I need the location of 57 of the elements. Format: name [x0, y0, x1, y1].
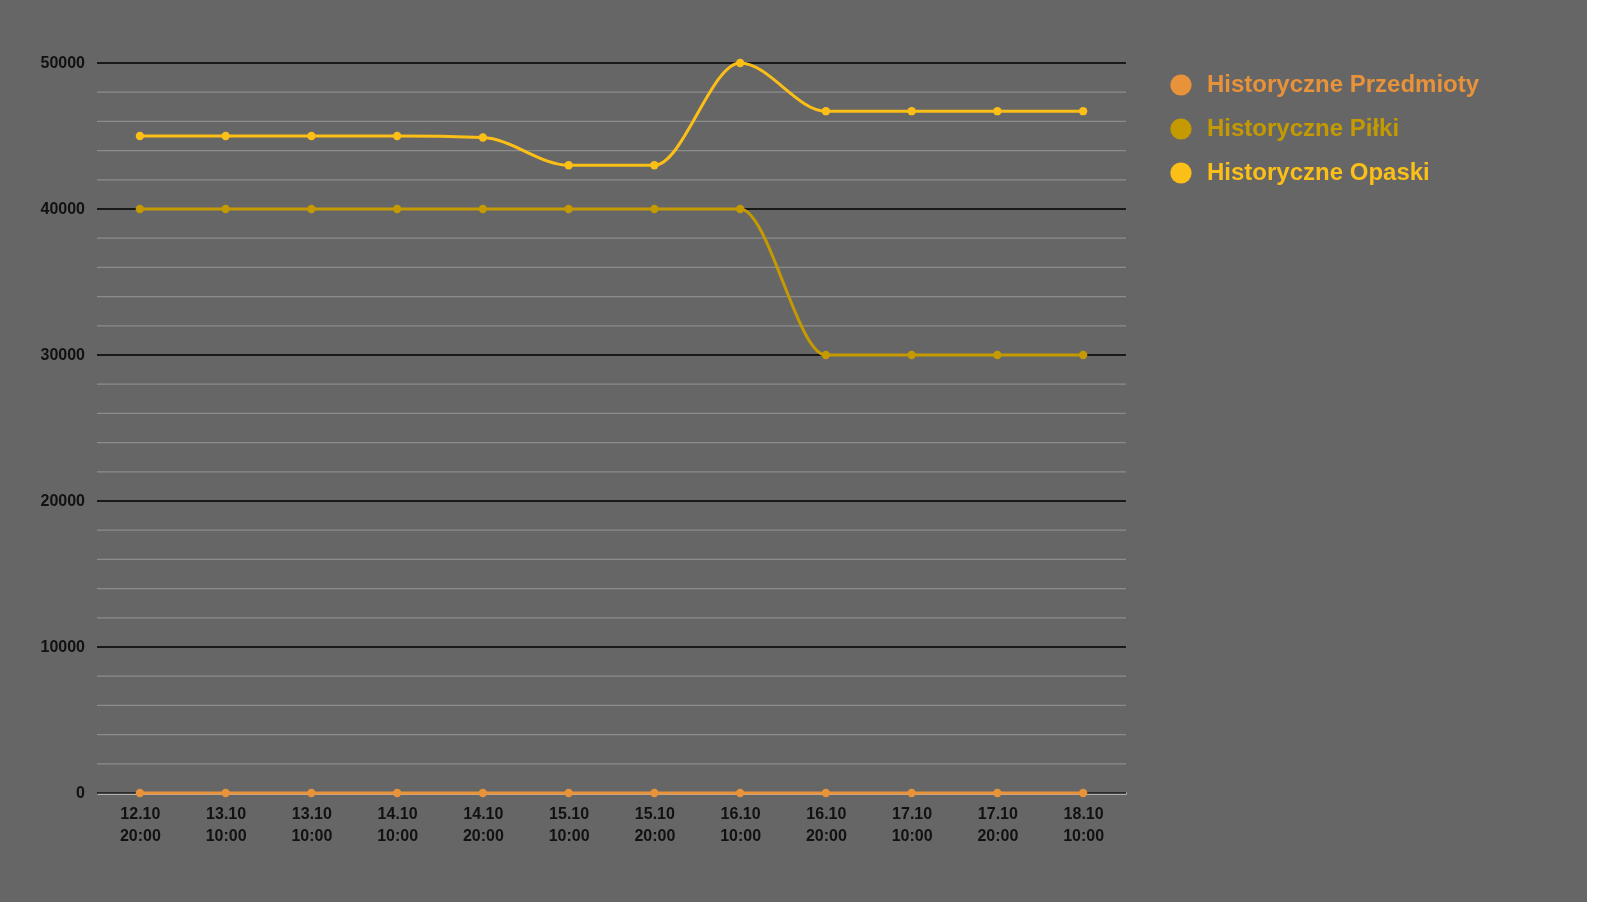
point [821, 107, 831, 116]
point [392, 204, 402, 214]
point [307, 204, 316, 214]
x-tick-label: 12.10 20:00 [119, 804, 161, 844]
point [907, 350, 916, 360]
point [650, 161, 659, 170]
point [221, 788, 230, 798]
point [478, 133, 488, 142]
point [392, 131, 402, 141]
legend-label: Historyczne Opaski [1207, 158, 1430, 185]
y-tick-label: 50000 [40, 54, 86, 71]
y-tick-label: 10000 [40, 638, 86, 655]
point [821, 788, 831, 798]
x-tick-label: 15.10 20:00 [634, 804, 676, 844]
point [650, 788, 659, 798]
x-tick-label: 16.10 20:00 [805, 804, 847, 844]
point [135, 204, 145, 214]
point [478, 788, 488, 798]
x-tick-label: 17.10 20:00 [977, 804, 1019, 844]
x-tick-label: 13.10 10:00 [291, 804, 333, 844]
point [307, 131, 316, 141]
x-tick-label: 14.10 20:00 [462, 804, 504, 844]
point [564, 161, 573, 170]
point [1078, 350, 1088, 360]
x-tick-label: 17.10 10:00 [891, 804, 933, 844]
y-tick-label: 30000 [40, 346, 86, 363]
point [993, 107, 1002, 116]
point [478, 204, 488, 214]
x-tick-label: 15.10 10:00 [548, 804, 590, 844]
point [821, 350, 831, 360]
point [221, 204, 230, 214]
y-tick-label: 40000 [40, 200, 86, 217]
point [993, 788, 1002, 798]
legend-label: Historyczne Piłki [1207, 114, 1400, 141]
x-tick-label: 14.10 10:00 [377, 804, 419, 844]
point [564, 788, 573, 798]
point [307, 788, 316, 798]
point [735, 788, 745, 798]
x-tick-label: 16.10 10:00 [720, 804, 762, 844]
point [907, 107, 916, 116]
point [564, 204, 573, 214]
x-tick-label: 18.10 10:00 [1063, 804, 1105, 844]
y-tick-label: 20000 [40, 492, 86, 509]
point [135, 788, 145, 798]
point [221, 131, 230, 141]
point [650, 204, 659, 214]
point [1078, 788, 1088, 798]
point [135, 131, 145, 141]
point [993, 350, 1002, 360]
point [735, 58, 745, 68]
point [735, 204, 745, 214]
legend-label: Historyczne Przedmioty [1207, 70, 1480, 97]
point [392, 788, 402, 798]
x-tick-label: 13.10 10:00 [205, 804, 247, 844]
point [907, 788, 916, 798]
point [1078, 107, 1088, 116]
y-tick-label: 0 [76, 784, 86, 801]
